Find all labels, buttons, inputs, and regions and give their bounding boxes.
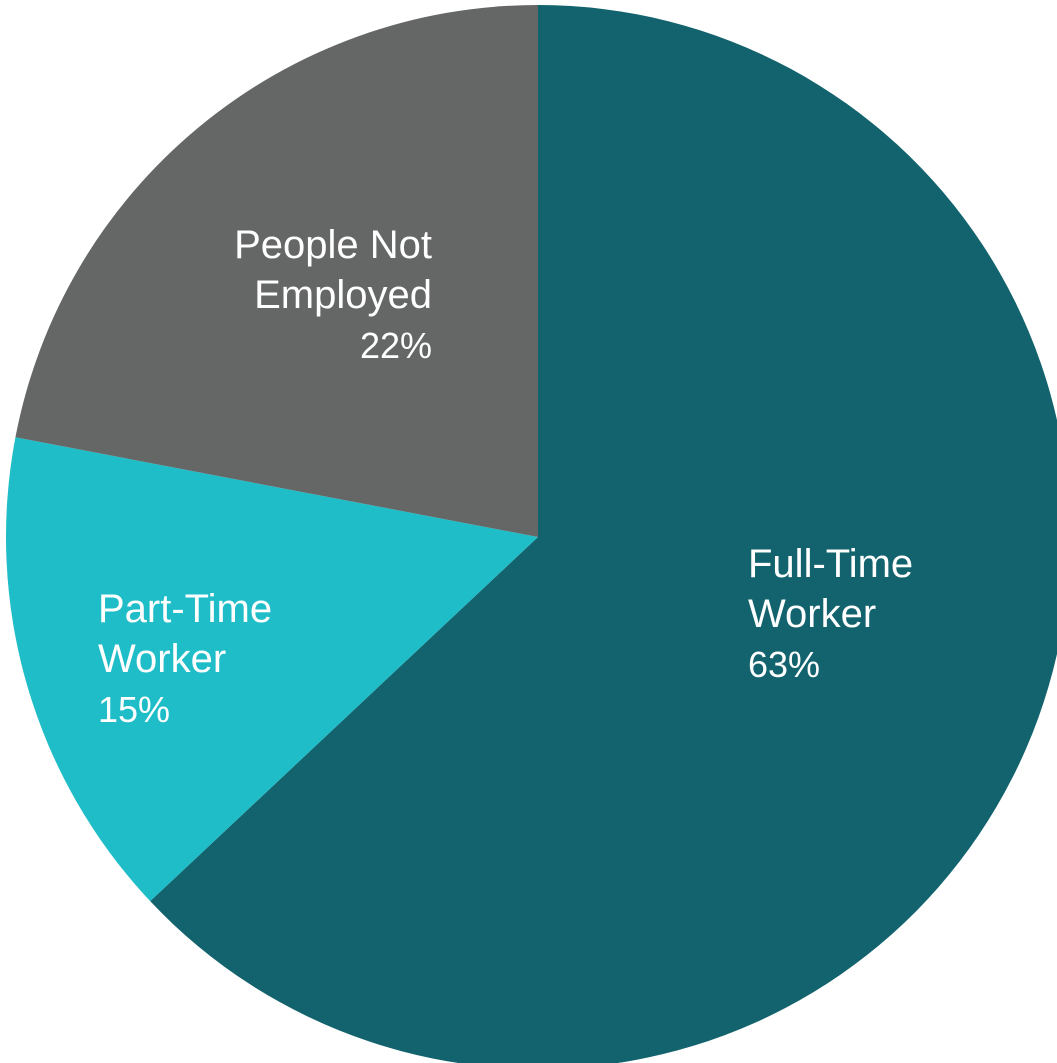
slice-label-full-time-worker-line-2: Worker (748, 592, 876, 636)
pie-slices (5, 4, 1057, 1063)
slice-people-not-employed (15, 4, 539, 537)
slice-label-part-time-worker-line-2: Worker (98, 637, 226, 681)
slice-part-time-worker (5, 437, 538, 902)
slice-label-full-time-worker-line-1: Full-Time (748, 542, 913, 586)
slice-value-full-time-worker: 63% (748, 644, 820, 685)
slice-full-time-worker (150, 5, 1057, 1063)
slice-value-people-not-employed: 22% (360, 325, 432, 366)
slice-label-people-not-employed-line-1: People Not (234, 223, 432, 267)
slice-label-people-not-employed-line-2: Employed (254, 273, 432, 317)
slice-label-part-time-worker-line-1: Part-Time (98, 587, 272, 631)
slice-value-part-time-worker: 15% (98, 689, 170, 730)
pie-labels: Full-Time Worker 63% Part-Time Worker 15% Peop… (98, 223, 913, 730)
